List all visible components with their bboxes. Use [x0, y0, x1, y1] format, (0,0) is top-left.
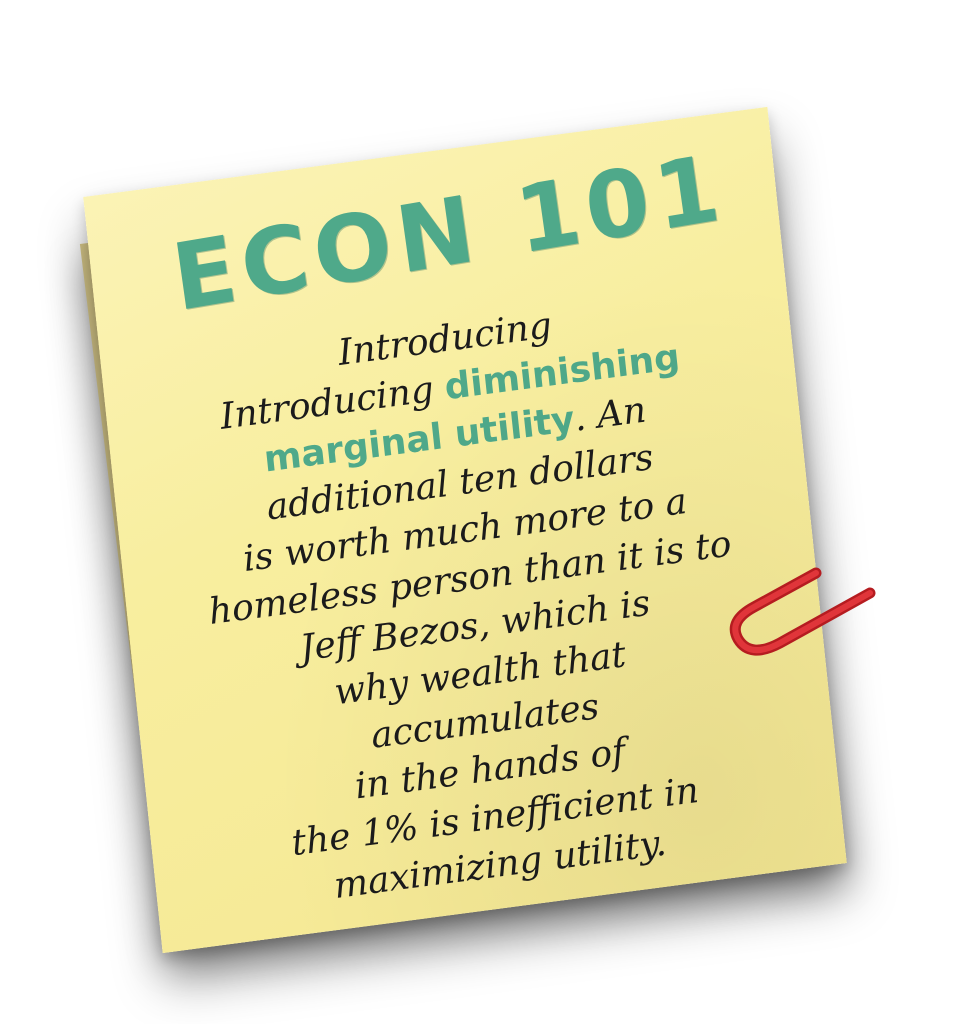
note-body-line: marginal utility. An	[130, 369, 779, 502]
paper-clip-icon	[729, 567, 876, 656]
note-body-line: additional ten dollars	[135, 417, 784, 550]
note-body-line: accumulates	[160, 656, 809, 789]
highlighted-term: marginal utility	[261, 398, 577, 481]
sticky-note: ECON 101 Introducing Introducing diminish…	[83, 106, 847, 954]
highlighted-term: diminishing	[442, 336, 682, 409]
note-text-fragment: Introducing	[336, 305, 554, 374]
note-title: ECON 101	[166, 134, 732, 333]
note-text-fragment: Introducing	[218, 367, 447, 438]
note-body-line: homeless person than it is to	[145, 512, 794, 645]
note-text-fragment: is worth much more to a	[241, 480, 689, 581]
note-text-fragment: maximizing utility.	[332, 822, 669, 908]
note-text-fragment: the 1% is inefficient in	[289, 769, 701, 865]
note-body-line: Jeff Bezos, which is	[150, 560, 799, 693]
sticky-note-content: ECON 101 Introducing Introducing diminish…	[83, 107, 847, 953]
note-body-line: why wealth that	[155, 608, 804, 741]
note-body-line: the 1% is inefficient in	[170, 751, 819, 884]
note-body-line: in the hands of	[165, 703, 814, 836]
note-text-fragment: accumulates	[369, 686, 602, 757]
note-text-fragment: in the hands of	[352, 731, 628, 808]
note-text-fragment: Jeff Bezos, which is	[298, 582, 653, 670]
note-body-line: maximizing utility.	[176, 799, 825, 932]
note-body-line: Introducing	[120, 274, 769, 407]
note-text-fragment: additional ten dollars	[264, 436, 656, 529]
note-body-line: Introducing diminishing	[125, 321, 774, 454]
note-text-fragment: homeless person than it is to	[206, 523, 734, 634]
note-body-line: is worth much more to a	[140, 465, 789, 598]
note-text-fragment: why wealth that	[332, 634, 628, 714]
note-text-fragment: . An	[572, 389, 649, 440]
